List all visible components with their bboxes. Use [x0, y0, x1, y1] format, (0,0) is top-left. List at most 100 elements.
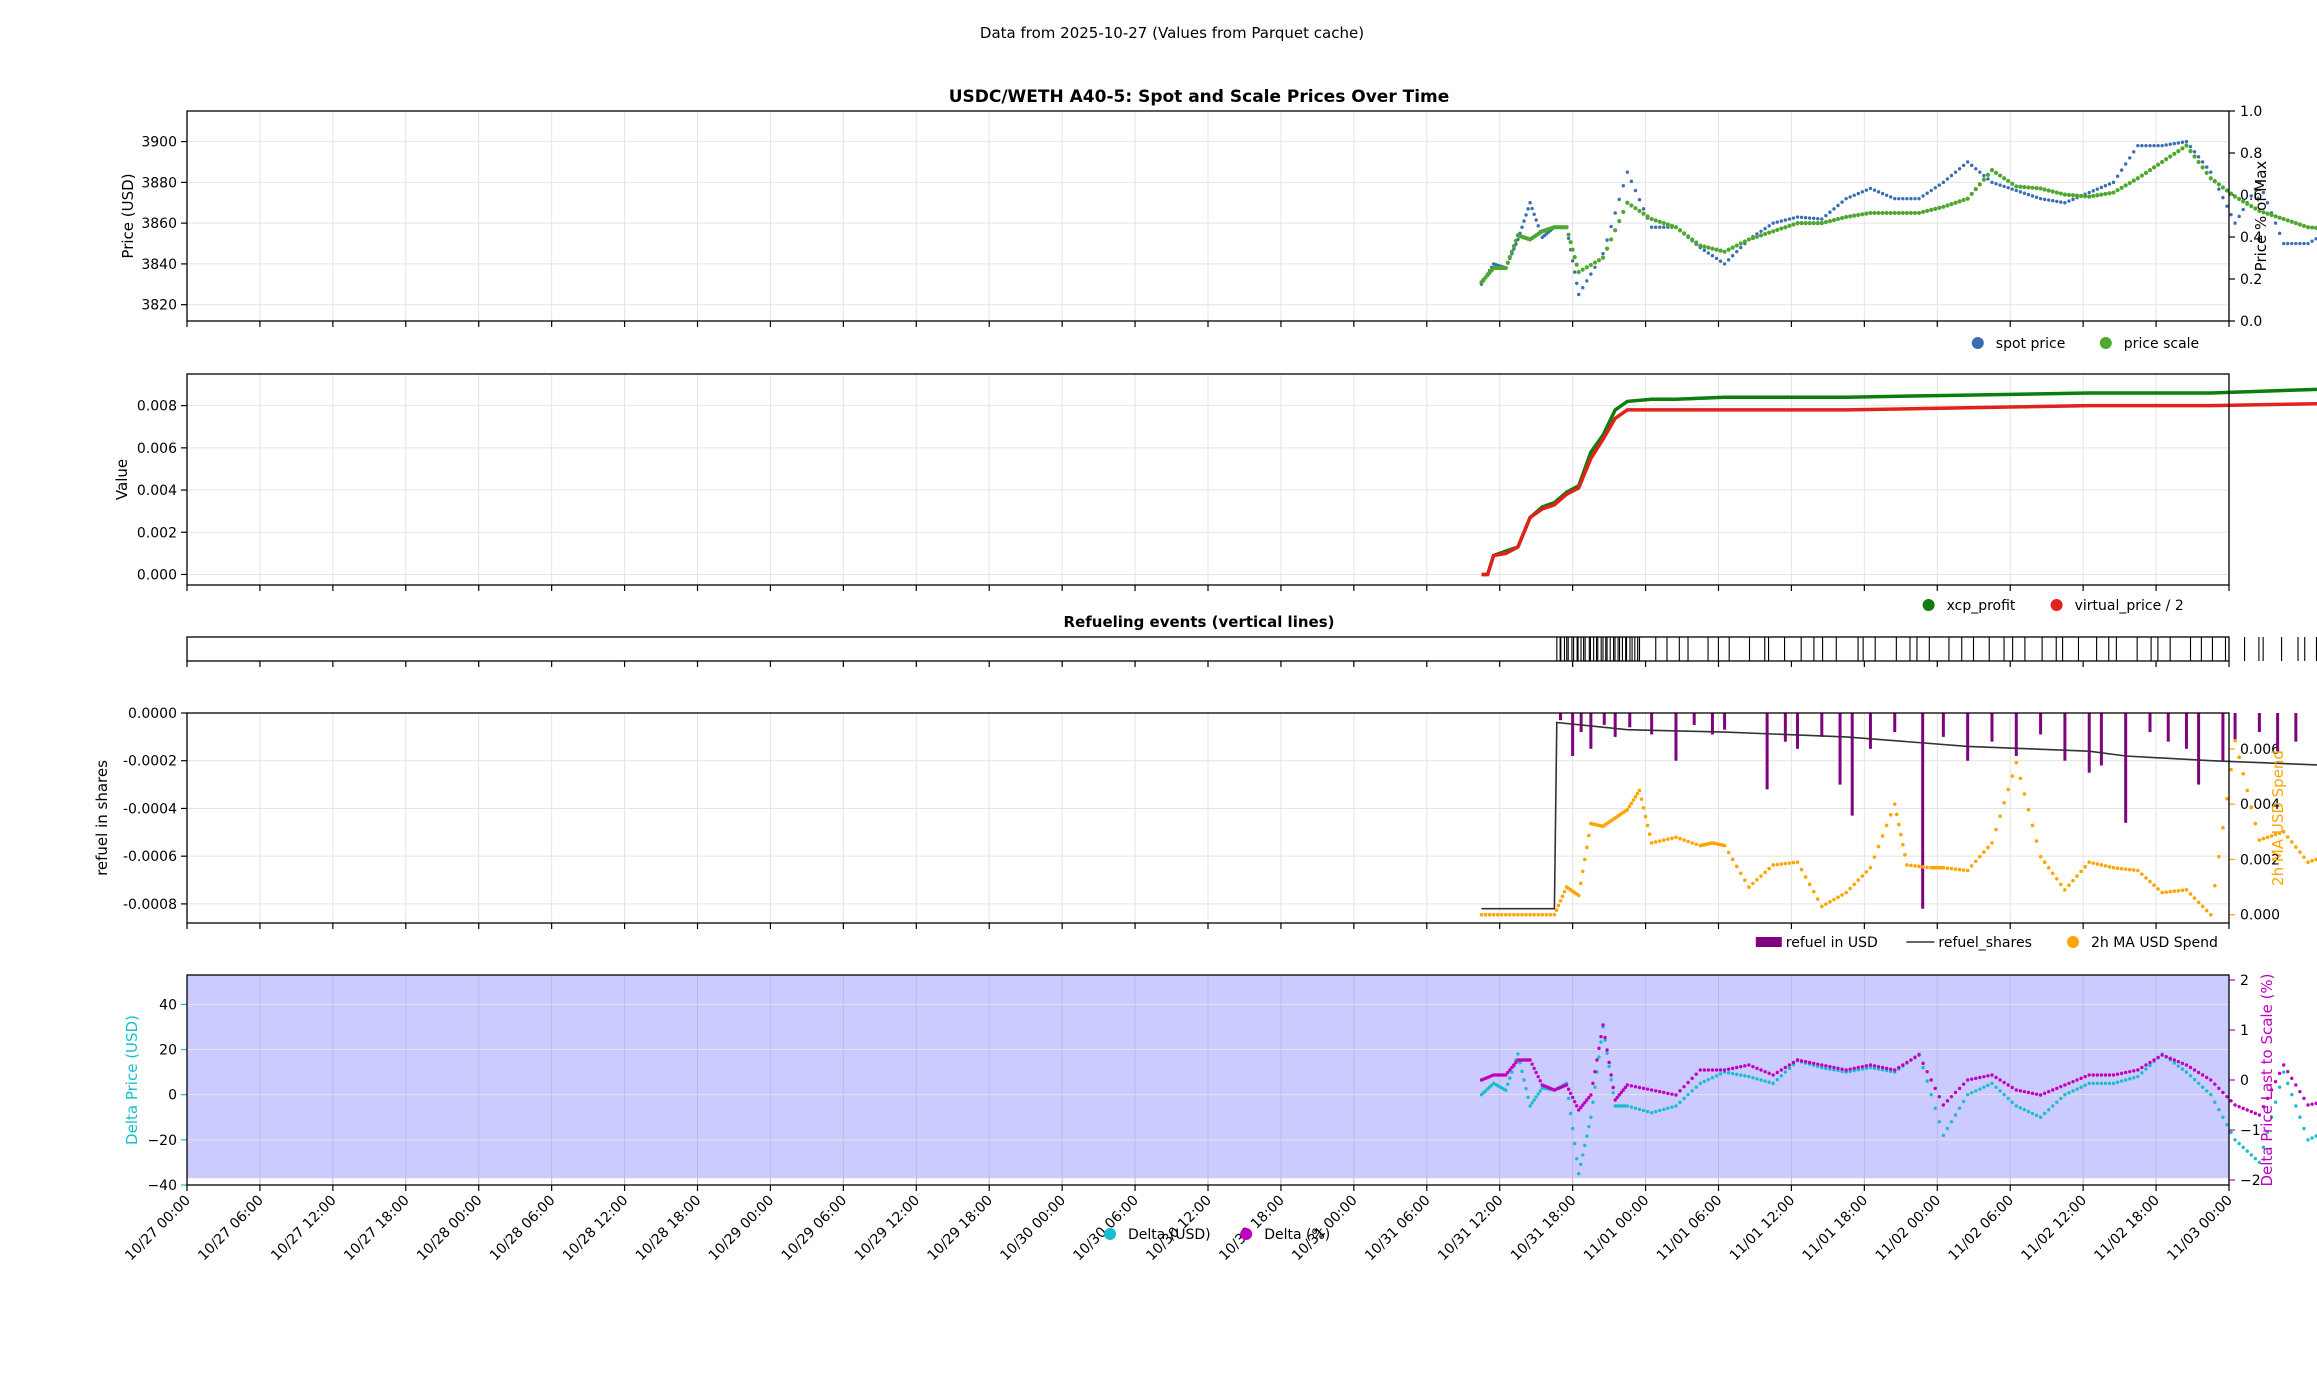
spot-price-point	[1522, 219, 1526, 223]
delta-usd-point	[1593, 1085, 1597, 1089]
panel1-y-tick-label: 3900	[141, 135, 177, 151]
delta-pct-point	[1722, 1068, 1727, 1072]
delta-usd-point	[1518, 1060, 1522, 1065]
delta-pct-point	[1925, 1069, 1929, 1074]
panel1-ylabel: Price (USD)	[119, 173, 137, 258]
price-scale-point	[1574, 262, 1579, 267]
delta-usd-point	[1953, 1113, 1958, 1117]
panel2-y-tick-label: 0.008	[137, 399, 177, 415]
delta-usd-point	[2265, 1130, 2270, 1135]
delta-usd-point	[1522, 1078, 1526, 1082]
delta-usd-point	[1581, 1153, 1585, 1157]
panel5-y2-tick-label: 0	[2240, 1073, 2249, 1089]
delta-pct-point	[2277, 1071, 2282, 1076]
spot-price-point	[1779, 219, 1783, 223]
spot-price-point	[1735, 249, 1739, 254]
spot-price-point	[1534, 218, 1538, 222]
ma-spend-point	[1986, 845, 1990, 850]
ma-spend-point	[1836, 895, 1840, 900]
delta-usd-point	[2083, 1083, 2087, 1087]
ma-spend-point	[2026, 807, 2031, 812]
price-scale-point	[1831, 217, 1837, 223]
delta-usd-point	[1670, 1105, 1674, 1109]
panel5-y-tick-label: −20	[147, 1133, 177, 1149]
price-scale-point	[1584, 265, 1589, 270]
price-scale-point	[2164, 157, 2169, 162]
price-scale-point	[1823, 220, 1828, 225]
delta-usd-point	[2310, 1136, 2314, 1140]
delta-pct-point	[2217, 1086, 2221, 1091]
spot-price-point	[2010, 187, 2014, 191]
delta-usd-point	[1929, 1092, 1933, 1097]
x-tick-label: 10/27 00:00	[122, 1193, 194, 1265]
delta-usd-point	[1775, 1077, 1779, 1082]
price-scale-point	[1896, 210, 1901, 216]
delta-pct-point	[1538, 1079, 1542, 1083]
price-scale-legend-marker	[2099, 337, 2112, 349]
delta-usd-point	[1998, 1089, 2002, 1093]
delta-usd-point	[2022, 1108, 2027, 1112]
delta-pct-point	[1587, 1095, 1591, 1100]
ma-spend-point	[2217, 854, 2221, 859]
spot-price-point	[2302, 241, 2306, 246]
price-scale-point	[2087, 194, 2092, 199]
ma-spend-point	[1848, 886, 1852, 891]
ma-spend-point	[2253, 821, 2258, 826]
spot-price-point	[1532, 212, 1536, 217]
virtual-price-line	[1481, 402, 2317, 577]
spot-price-point	[2002, 184, 2006, 189]
ma-spend-point	[2136, 868, 2140, 873]
delta-pct-point	[1771, 1073, 1775, 1077]
delta-pct-point	[1718, 1068, 1723, 1072]
spot-price-point	[1722, 262, 1727, 266]
delta-pct-point	[1929, 1078, 1933, 1082]
spot-price-point	[2018, 190, 2023, 194]
spot-price-point	[1589, 272, 1593, 276]
price-scale-point	[2309, 225, 2315, 230]
delta-usd-point	[1678, 1100, 1682, 1104]
panel2-y-tick-label: 0.006	[137, 441, 177, 457]
delta-usd-point	[2257, 1160, 2262, 1165]
delta-usd-point	[1771, 1081, 1775, 1086]
price-scale-point	[1904, 210, 1909, 216]
panel5-y-tick-label: 0	[168, 1088, 177, 1104]
panel-3-title: Refueling events (vertical lines)	[1064, 613, 1335, 631]
delta-usd-point	[1577, 1172, 1581, 1176]
delta-pct-point	[1901, 1063, 1905, 1067]
ma-spend-point	[1562, 889, 1567, 894]
delta-pct-point	[2083, 1074, 2087, 1079]
delta-pct-point	[2286, 1069, 2290, 1074]
delta-pct-point	[1617, 1093, 1621, 1097]
ma-spend-point	[2310, 859, 2314, 863]
ma-spend-point	[2160, 890, 2164, 895]
delta-usd-point	[2281, 1070, 2286, 1074]
delta-usd-point	[2087, 1081, 2091, 1086]
price-scale-point	[2253, 206, 2258, 211]
spot-price-point	[1601, 252, 1605, 256]
ma-spend-point	[2294, 845, 2298, 849]
spot-price-point	[1848, 195, 1852, 199]
price-scale-point	[2030, 185, 2035, 190]
panel4-y-tick-label: -0.0002	[123, 754, 177, 770]
price-scale-point	[1686, 234, 1691, 239]
spot-price-point	[1577, 292, 1581, 297]
ma-spend-point	[1625, 807, 1630, 812]
delta-pct-point	[2152, 1058, 2156, 1062]
delta-pct-point	[2184, 1063, 2189, 1067]
refuel-usd-legend-marker	[1755, 937, 1782, 947]
delta-usd-point	[2298, 1115, 2302, 1119]
price-scale-point	[2107, 191, 2112, 196]
ma-spend-point	[2030, 823, 2035, 828]
delta-usd-point	[2034, 1113, 2039, 1118]
delta-pct-point	[1599, 1034, 1603, 1039]
x-tick-label: 10/30 00:00	[997, 1193, 1069, 1265]
delta-pct-point	[1579, 1105, 1583, 1110]
delta-pct-point	[2213, 1082, 2217, 1086]
delta-pct-point	[1593, 1069, 1597, 1074]
delta-pct-point	[2063, 1083, 2067, 1087]
xcp-profit-line	[1481, 387, 2317, 577]
ma-spend-point	[1909, 863, 1913, 868]
delta-pct-point	[2091, 1073, 2095, 1077]
delta-pct-point	[2014, 1088, 2018, 1092]
spot-price-point	[2205, 165, 2209, 169]
